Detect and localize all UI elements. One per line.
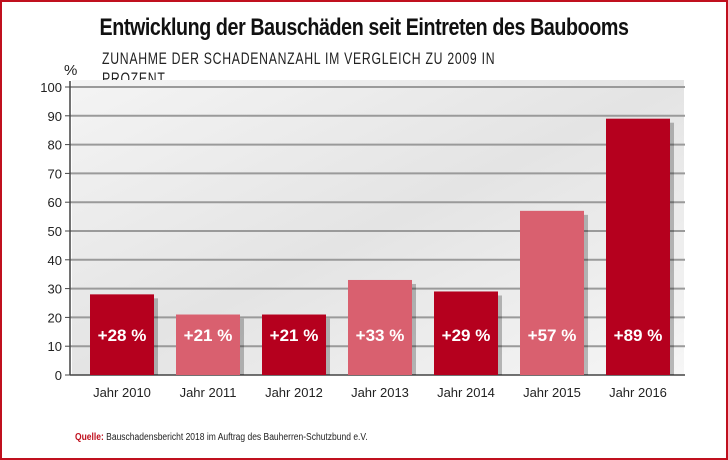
y-axis-unit: % — [64, 62, 78, 79]
x-tick-label: Jahr 2011 — [180, 385, 237, 400]
y-tick-label: 0 — [55, 368, 62, 383]
bar-jahr-2012 — [262, 314, 326, 375]
y-tick-label: 100 — [40, 80, 62, 95]
data-label: +21 % — [184, 326, 233, 345]
y-tick-label: 60 — [48, 195, 62, 210]
bar-jahr-2015 — [520, 210, 584, 375]
y-tick-label: 30 — [48, 282, 62, 297]
bar-jahr-2011 — [176, 314, 240, 375]
y-tick-label: 50 — [48, 224, 62, 239]
x-tick-label: Jahr 2014 — [437, 385, 495, 400]
bar-jahr-2013 — [348, 279, 412, 375]
x-tick-label: Jahr 2016 — [609, 385, 667, 400]
y-tick-label: 90 — [48, 109, 62, 124]
data-label: +29 % — [442, 326, 491, 345]
y-tick-label: 40 — [48, 253, 62, 268]
y-tick-label: 10 — [48, 339, 62, 354]
source-text: Bauschadensbericht 2018 im Auftrag des B… — [106, 432, 368, 443]
y-tick-label: 80 — [48, 138, 62, 153]
y-tick-label: 20 — [48, 310, 62, 325]
source-label: Quelle: — [75, 432, 104, 443]
data-label: +33 % — [356, 326, 405, 345]
bar-jahr-2010 — [90, 294, 154, 375]
x-tick-label: Jahr 2012 — [265, 385, 323, 400]
x-tick-label: Jahr 2010 — [93, 385, 151, 400]
x-tick-label: Jahr 2013 — [351, 385, 409, 400]
data-label: +21 % — [270, 326, 319, 345]
source-note: Quelle: Bauschadensbericht 2018 im Auftr… — [75, 432, 368, 443]
data-label: +28 % — [98, 326, 147, 345]
chart-title: Entwicklung der Bauschäden seit Eintrete… — [99, 14, 629, 41]
data-label: +57 % — [528, 326, 577, 345]
bar-jahr-2014 — [434, 291, 498, 375]
x-tick-label: Jahr 2015 — [523, 385, 581, 400]
y-tick-label: 70 — [48, 166, 62, 181]
bar-jahr-2016 — [606, 118, 670, 376]
data-label: +89 % — [614, 326, 663, 345]
